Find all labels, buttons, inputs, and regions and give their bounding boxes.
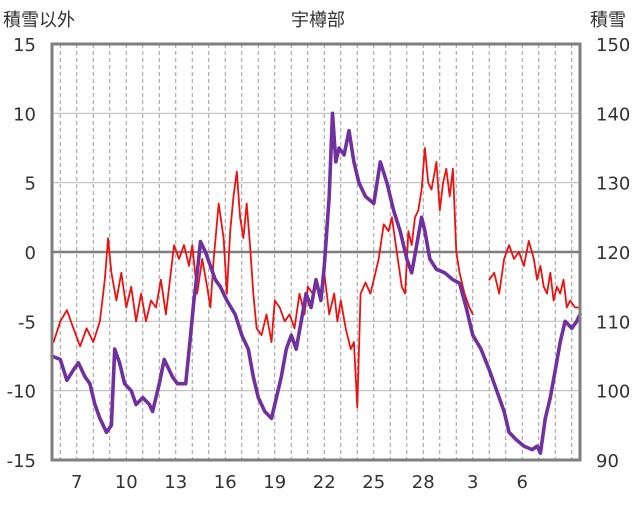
left-tick-label: -5 [18,312,36,333]
x-tick-label: 19 [263,472,286,493]
x-tick-label: 7 [71,472,82,493]
left-tick-label: 0 [25,243,36,264]
series-layer [50,111,582,455]
x-tick-label: 10 [115,472,138,493]
x-tick-label: 3 [467,472,478,493]
right-axis-label: 積雪 [590,10,626,31]
plot-frame [50,42,582,462]
x-tick-label: 16 [214,472,237,493]
left-tick-label: 5 [25,174,36,195]
snow-depth-line [50,111,582,455]
right-tick-label: 110 [596,312,630,333]
left-tick-label: -10 [7,382,36,403]
right-tick-label: 100 [596,382,630,403]
right-tick-label: 120 [596,243,630,264]
left-tick-label: 15 [13,35,36,56]
right-tick-label: 90 [596,451,619,472]
x-tick-label: 13 [164,472,187,493]
label-layer: 15 10 5 0 -5 -10 -15 150 140 130 120 110 100 90 7 10 13 1… [7,35,631,493]
right-tick-label: 130 [596,174,630,195]
left-axis-label: 積雪以外 [3,10,75,31]
right-tick-label: 140 [596,104,630,125]
left-tick-label: -15 [7,451,36,472]
chart-title: 宇樽部 [291,10,345,31]
right-tick-label: 150 [596,35,630,56]
x-tick-label: 28 [412,472,435,493]
x-tick-label: 22 [313,472,336,493]
left-tick-label: 10 [13,104,36,125]
x-tick-label: 6 [517,472,528,493]
x-tick-label: 25 [362,472,385,493]
other-series-line [52,147,474,409]
other-series-line [488,240,581,309]
